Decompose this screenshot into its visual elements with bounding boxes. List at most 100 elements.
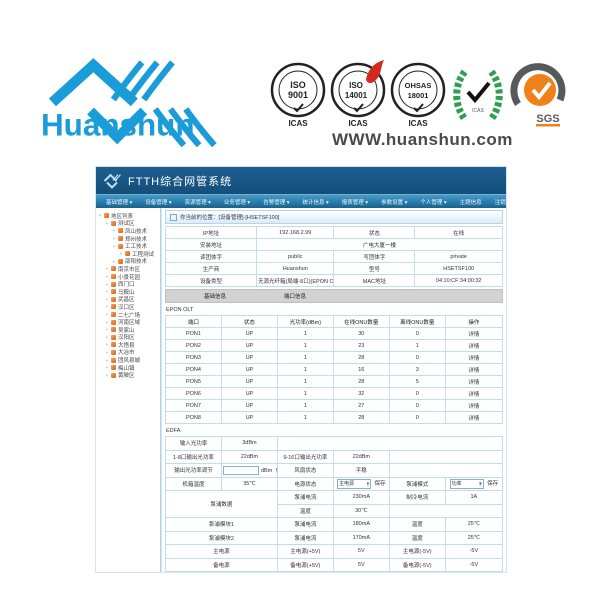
- tree-node[interactable]: + 大悟县: [96, 341, 160, 349]
- tree-node-label: 小景花园: [118, 274, 141, 281]
- tab-port-info[interactable]: 端口信息: [284, 294, 307, 300]
- tree-expander-icon[interactable]: +: [105, 349, 109, 355]
- tree-node[interactable]: + 二七广场: [96, 311, 160, 319]
- tree-node[interactable]: + 西门口: [96, 280, 160, 288]
- tree-node[interactable]: + 汉阳区: [96, 334, 160, 341]
- tree-node[interactable]: + 邵阳技术: [96, 258, 160, 265]
- menu-item[interactable]: 报表管理 ▾: [341, 199, 369, 206]
- tree-node[interactable]: + 梅山镇: [96, 364, 160, 372]
- tree-node[interactable]: + 武昌区: [96, 296, 160, 303]
- menu-item[interactable]: 设备管理 ▾: [145, 199, 172, 206]
- cool-current-label: 制冷电流: [388, 490, 446, 505]
- detail-link[interactable]: 详情: [468, 415, 480, 422]
- tree-node[interactable]: + 南京市区: [96, 265, 160, 273]
- menu-item[interactable]: 统计信息 ▾: [302, 199, 329, 206]
- tree-expander-icon[interactable]: +: [105, 357, 109, 363]
- pon-online-cell: 28: [332, 375, 390, 388]
- tree-node[interactable]: + 河南区域: [96, 318, 160, 326]
- tree-expander-icon[interactable]: +: [98, 213, 102, 219]
- tree-expander-icon[interactable]: +: [112, 236, 116, 242]
- tree-node[interactable]: + 马鞍山: [96, 288, 160, 296]
- menu-item[interactable]: 个人管理 ▾: [420, 199, 447, 206]
- tree-expander-icon[interactable]: +: [105, 289, 109, 295]
- menu-item[interactable]: 主题信息: [459, 199, 482, 206]
- tree-node[interactable]: + 测试区: [96, 220, 160, 227]
- tree-node[interactable]: + 大冶市: [96, 349, 160, 356]
- output-power-input[interactable]: [222, 465, 259, 475]
- tree-node-icon: [118, 258, 123, 264]
- pon-status-cell: UP: [220, 327, 278, 340]
- detail-link[interactable]: 详情: [468, 391, 480, 398]
- menu-item[interactable]: 业务管理 ▾: [223, 199, 251, 206]
- menu-item[interactable]: 基础管理 ▾: [106, 199, 133, 206]
- pon-row: PON6 UP 1 32 0 详情: [165, 387, 504, 400]
- quality-wreath-badge: ICAS: [453, 67, 503, 121]
- pon-port-cell: PON2: [165, 339, 222, 352]
- tree-node[interactable]: + 郑州技术: [96, 235, 160, 243]
- svg-text:SGS: SGS: [536, 113, 559, 125]
- menu-item[interactable]: 参数设置 ▾: [381, 199, 408, 206]
- detail-link[interactable]: 详情: [468, 331, 480, 338]
- tree-node[interactable]: + 凤山技术: [96, 227, 160, 235]
- detail-link[interactable]: 详情: [468, 379, 480, 386]
- tree-expander-icon[interactable]: +: [105, 342, 109, 348]
- pump1-temp-label: 温度: [388, 517, 446, 532]
- write-community-value: private: [414, 250, 503, 263]
- pon-port-cell: PON4: [165, 363, 222, 376]
- save-output-power-button[interactable]: 保存: [276, 468, 277, 474]
- tree-expander-icon[interactable]: +: [105, 319, 109, 325]
- tree-node[interactable]: + 工程测试: [96, 250, 160, 258]
- tree-node-label: 汉口区: [118, 304, 135, 311]
- tree-expander-icon[interactable]: +: [105, 365, 109, 371]
- tree-expander-icon[interactable]: +: [112, 228, 116, 234]
- tree-node[interactable]: + 团风县城: [96, 356, 160, 364]
- tree-node[interactable]: + 工工技术: [96, 242, 160, 250]
- col-port: 端口: [165, 315, 222, 328]
- tree-expander-icon[interactable]: +: [105, 372, 109, 378]
- detail-link[interactable]: 详情: [468, 355, 480, 362]
- detail-link[interactable]: 详情: [468, 343, 480, 350]
- detail-link[interactable]: 详情: [468, 367, 480, 374]
- pon-row: PON2 UP 1 23 1 详情: [165, 339, 504, 352]
- tree-expander-icon[interactable]: +: [105, 220, 109, 226]
- fan-status-value: 平稳: [332, 463, 390, 478]
- tree-expander-icon[interactable]: +: [112, 243, 116, 249]
- svg-text:14001: 14001: [345, 91, 368, 100]
- save-power-state-button[interactable]: 保存: [374, 481, 386, 488]
- save-pump-mode-button[interactable]: 保存: [487, 481, 499, 488]
- read-community-label: 读团体字: [165, 250, 257, 263]
- pump-mode-select[interactable]: 功率 ▾: [449, 478, 484, 489]
- pon-port-cell: PON5: [165, 375, 222, 388]
- detail-link[interactable]: 详情: [468, 403, 480, 410]
- pon-row: PON1 UP 1 30 0 详情: [165, 327, 504, 340]
- tree-node[interactable]: + 地区列表: [96, 212, 160, 220]
- pump2-current-label: 泵浦电流: [276, 530, 334, 545]
- tree-node[interactable]: + 小景花园: [96, 273, 160, 281]
- tree-expander-icon[interactable]: +: [105, 327, 109, 333]
- tree-node-icon: [118, 236, 123, 242]
- tree-node[interactable]: + 黄陂区: [96, 371, 160, 379]
- menu-item[interactable]: 告警管理 ▾: [263, 199, 290, 206]
- tree-expander-icon[interactable]: +: [105, 266, 109, 272]
- tree-expander-icon[interactable]: +: [105, 312, 109, 318]
- menu-item[interactable]: 注销: [494, 199, 506, 206]
- pump1-label: 泵浦模块1: [165, 517, 278, 532]
- menu-item[interactable]: 资源管理 ▾: [184, 199, 211, 206]
- power-state-select[interactable]: 主电源 ▾: [337, 478, 371, 489]
- tree-node[interactable]: + 汉口区: [96, 303, 160, 311]
- tree-node-icon: [111, 274, 116, 280]
- fan-status-label: 风扇状态: [276, 463, 334, 478]
- tree-expander-icon[interactable]: +: [112, 258, 116, 264]
- tree-node-icon: [104, 213, 109, 219]
- tab-basic-info[interactable]: 基础信息: [204, 294, 227, 300]
- tree-node[interactable]: + 吴家山: [96, 326, 160, 334]
- tree-expander-icon[interactable]: +: [105, 281, 109, 287]
- app-logo-icon: [103, 173, 121, 189]
- tree-expander-icon[interactable]: +: [119, 251, 123, 257]
- pon-action-cell: 详情: [444, 327, 504, 340]
- tree-expander-icon[interactable]: +: [105, 334, 109, 340]
- tree-expander-icon[interactable]: +: [105, 274, 109, 280]
- tree-node-label: 二七广场: [118, 312, 141, 319]
- tree-expander-icon[interactable]: +: [105, 304, 109, 310]
- tree-expander-icon[interactable]: +: [105, 296, 109, 302]
